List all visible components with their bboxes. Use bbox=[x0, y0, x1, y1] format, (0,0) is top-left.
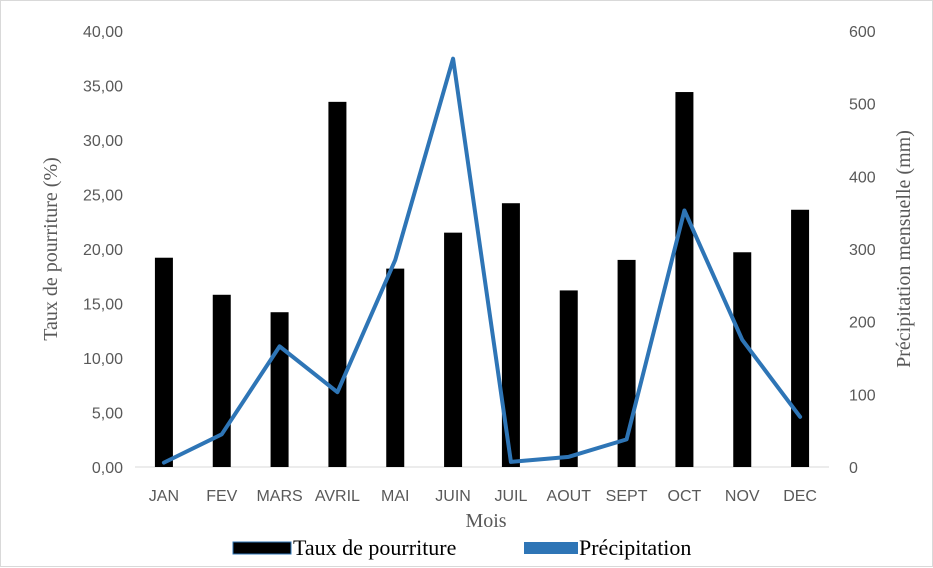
legend-swatch-bar bbox=[232, 541, 292, 555]
bar-juil bbox=[501, 203, 520, 467]
x-tick-label: JUIL bbox=[494, 488, 527, 505]
x-tick-label: OCT bbox=[668, 488, 702, 505]
x-tick-label: MAI bbox=[381, 488, 409, 505]
y2-axis-title: Précipitation mensuelle (mm) bbox=[893, 130, 915, 368]
x-tick-label: SEPT bbox=[606, 488, 648, 505]
x-tick-label: AOUT bbox=[547, 488, 592, 505]
y-axis-title: Taux de pourriture (%) bbox=[40, 157, 62, 341]
y2-tick-label: 0 bbox=[849, 460, 858, 477]
bar-fev bbox=[212, 294, 231, 467]
y-tick-label: 10,00 bbox=[83, 351, 123, 368]
y2-tick-label: 200 bbox=[849, 315, 876, 332]
bar-aout bbox=[559, 290, 578, 467]
x-tick-label: DEC bbox=[783, 488, 817, 505]
x-tick-label: JAN bbox=[149, 488, 179, 505]
tick-labels: JAN FEV MARS AVRIL MAI JUIN JUIL AOUT SEPT OCT NOV… bbox=[83, 24, 876, 505]
x-axis-title: Mois bbox=[465, 510, 506, 532]
y-tick-label: 25,00 bbox=[83, 188, 123, 205]
legend-label-bar: Taux de pourriture bbox=[293, 535, 456, 560]
y2-tick-label: 600 bbox=[849, 24, 876, 41]
y-tick-label: 40,00 bbox=[83, 24, 123, 41]
y-tick-label: 5,00 bbox=[92, 406, 123, 423]
y-tick-label: 0,00 bbox=[92, 460, 123, 477]
bar-juin bbox=[444, 232, 463, 467]
y-tick-label: 20,00 bbox=[83, 242, 123, 259]
y2-tick-label: 400 bbox=[849, 169, 876, 186]
precipitation-line bbox=[161, 56, 803, 465]
line-series bbox=[161, 56, 803, 465]
bar-nov bbox=[733, 252, 752, 467]
y2-tick-label: 300 bbox=[849, 242, 876, 259]
y-tick-label: 35,00 bbox=[83, 79, 123, 96]
x-tick-label: FEV bbox=[206, 488, 237, 505]
bar-series bbox=[154, 92, 810, 467]
x-tick-label: MARS bbox=[256, 488, 302, 505]
legend-swatch-line bbox=[524, 542, 578, 554]
x-tick-label: JUIN bbox=[435, 488, 471, 505]
legend-label-line: Précipitation bbox=[579, 535, 691, 560]
y-tick-label: 15,00 bbox=[83, 297, 123, 314]
bar-oct bbox=[675, 92, 694, 467]
y2-tick-label: 500 bbox=[849, 97, 876, 114]
bar-dec bbox=[791, 209, 810, 467]
legend: Taux de pourriture Précipitation bbox=[232, 535, 691, 560]
y2-tick-label: 100 bbox=[849, 387, 876, 404]
y-tick-label: 30,00 bbox=[83, 133, 123, 150]
x-tick-label: AVRIL bbox=[315, 488, 360, 505]
x-tick-label: NOV bbox=[725, 488, 760, 505]
bar-mai bbox=[386, 268, 405, 467]
bar-avril bbox=[328, 101, 347, 467]
bar-mars bbox=[270, 312, 289, 467]
bar-jan bbox=[154, 257, 173, 467]
